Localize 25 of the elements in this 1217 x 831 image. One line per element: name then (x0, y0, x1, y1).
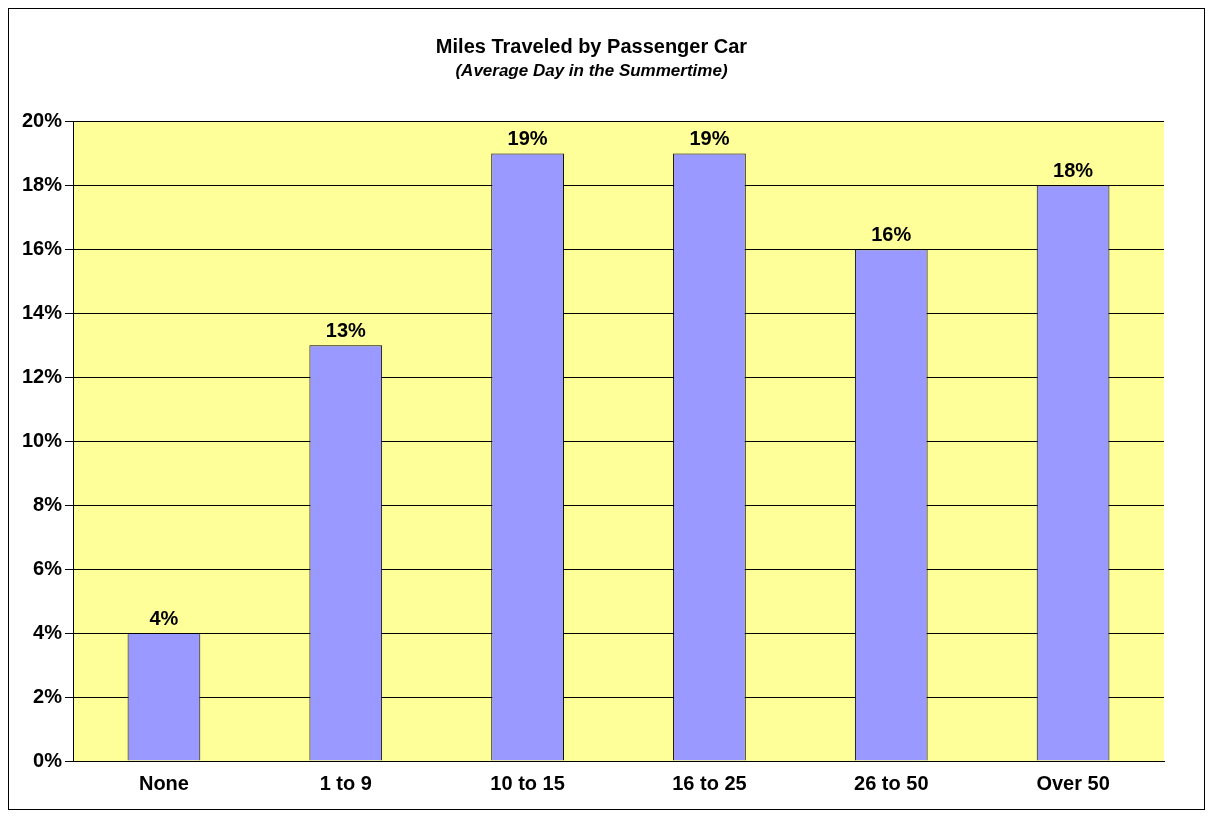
data-label: 16% (871, 222, 912, 245)
y-tick-label: 6% (33, 556, 63, 579)
data-label: 18% (1053, 158, 1094, 181)
y-tick-label: 16% (22, 236, 63, 259)
y-tick-label: 0% (33, 748, 63, 771)
y-tick-label: 14% (22, 300, 63, 323)
y-tick-label: 10% (22, 428, 63, 451)
y-tick-label: 20% (22, 108, 63, 131)
x-tick-label: 26 to 50 (854, 771, 929, 794)
data-label: 13% (325, 318, 366, 341)
y-tick-label: 4% (33, 620, 63, 643)
chart-title: Miles Traveled by Passenger Car (435, 34, 748, 57)
x-tick-label: None (138, 771, 189, 794)
data-label: 19% (689, 126, 730, 149)
x-tick-label: 16 to 25 (672, 771, 747, 794)
chart-subtitle: (Average Day in the Summertime) (455, 60, 728, 80)
x-tick-label: Over 50 (1036, 771, 1110, 794)
x-tick-label: 10 to 15 (490, 771, 565, 794)
y-tick-label: 8% (33, 492, 63, 515)
data-label: 4% (149, 606, 179, 629)
y-tick-label: 12% (22, 364, 63, 387)
y-tick-label: 2% (33, 684, 63, 707)
y-tick-label: 18% (22, 172, 63, 195)
data-label: 19% (507, 126, 548, 149)
x-tick-label: 1 to 9 (319, 771, 372, 794)
